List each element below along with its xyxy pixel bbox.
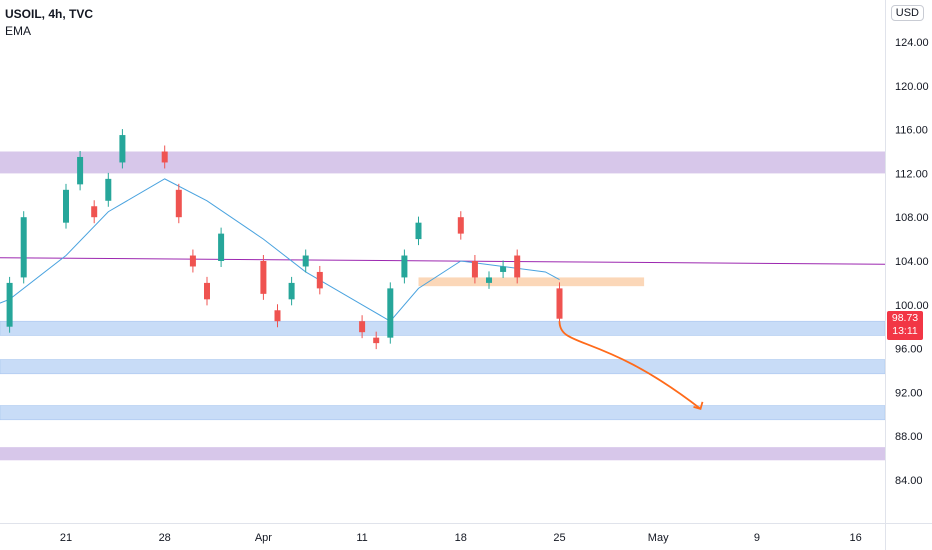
candle-body-28 (514, 255, 521, 278)
candle-body-17 (302, 255, 309, 267)
purple-zone-4 (0, 447, 885, 461)
y-tick-label-6: 100.00 (895, 300, 929, 312)
candle-body-15 (274, 310, 281, 322)
candle-body-26 (486, 277, 492, 283)
x-tick-label-5: 25 (553, 532, 565, 544)
candle-body-11 (189, 255, 196, 267)
candle-body-16 (288, 282, 295, 300)
horizontal-line-layer (0, 257, 886, 265)
y-tick-label-7: 96.00 (895, 344, 923, 356)
candle-body-3 (20, 217, 27, 278)
candle-body-8 (119, 135, 126, 163)
y-tick-label-3: 112.00 (895, 168, 928, 180)
x-tick-label-7: 9 (754, 532, 760, 544)
x-tick-label-1: 28 (159, 532, 171, 544)
x-tick-label-3: 11 (356, 532, 367, 544)
candles-layer (6, 129, 563, 350)
y-tick-label-0: 124.00 (895, 37, 929, 49)
y-tick-label-10: 84.00 (895, 475, 923, 487)
blue-zone-1 (0, 320, 886, 336)
projection-arrow (558, 321, 704, 410)
indicator-label[interactable]: EMA (5, 24, 32, 38)
bar-countdown: 13:11 (892, 325, 918, 337)
currency-button[interactable]: USD (890, 5, 924, 21)
candle-body-24 (457, 217, 464, 234)
candle-body-7 (105, 178, 112, 201)
y-tick-label-9: 88.00 (895, 431, 923, 443)
y-tick-label-5: 104.00 (895, 256, 929, 268)
x-tick-label-0: 21 (60, 532, 72, 544)
candle-body-25 (471, 261, 478, 278)
purple-zone-0 (0, 151, 885, 174)
last-price-tag: 98.73 13:11 (887, 311, 923, 340)
candle-body-20 (373, 337, 380, 344)
blue-zone-2 (0, 359, 886, 375)
zones-layer (0, 151, 886, 461)
orange-zone-5 (418, 277, 645, 287)
y-tick-label-2: 116.00 (895, 125, 928, 137)
candle-body-27 (500, 266, 507, 272)
candle-body-18 (316, 271, 323, 289)
candle-body-4 (63, 189, 69, 223)
candle-body-14 (260, 261, 267, 294)
ema-layer (0, 178, 560, 322)
candle-body-6 (91, 206, 98, 218)
y-tick-label-8: 92.00 (895, 387, 923, 399)
x-tick-label-8: 16 (849, 532, 861, 544)
x-tick-label-6: May (648, 532, 669, 544)
candle-body-9 (161, 151, 168, 163)
x-tick-label-2: Apr (255, 532, 272, 544)
projection-path (558, 321, 702, 410)
y-tick-label-4: 108.00 (895, 212, 929, 224)
candle-body-21 (387, 288, 394, 338)
candle-body-5 (77, 156, 84, 185)
x-tick-label-4: 18 (455, 532, 467, 544)
candle-body-22 (401, 255, 408, 278)
ema-line (0, 178, 560, 322)
symbol-label[interactable]: USOIL, 4h, TVC (5, 7, 94, 21)
candle-body-19 (359, 321, 366, 333)
time-axis[interactable]: 21 28 Apr 11 18 25 May 9 16 (60, 532, 862, 544)
candle-body-13 (218, 233, 225, 261)
candle-body-23 (415, 222, 422, 240)
horizontal-line-0 (0, 257, 886, 265)
candle-body-29 (556, 288, 563, 319)
candle-body-12 (204, 282, 210, 300)
chart-legend: USOIL, 4h, TVC EMA (5, 6, 93, 40)
y-tick-label-1: 120.00 (895, 81, 929, 93)
price-axis[interactable]: 124.00 120.00 116.00 112.00 108.00 104.00 100.… (895, 37, 929, 487)
candle-body-10 (175, 189, 182, 218)
blue-zone-3 (0, 405, 886, 421)
projection-arrowhead (693, 401, 704, 410)
last-price-value: 98.73 (891, 312, 919, 324)
candle-body-2 (6, 282, 13, 327)
